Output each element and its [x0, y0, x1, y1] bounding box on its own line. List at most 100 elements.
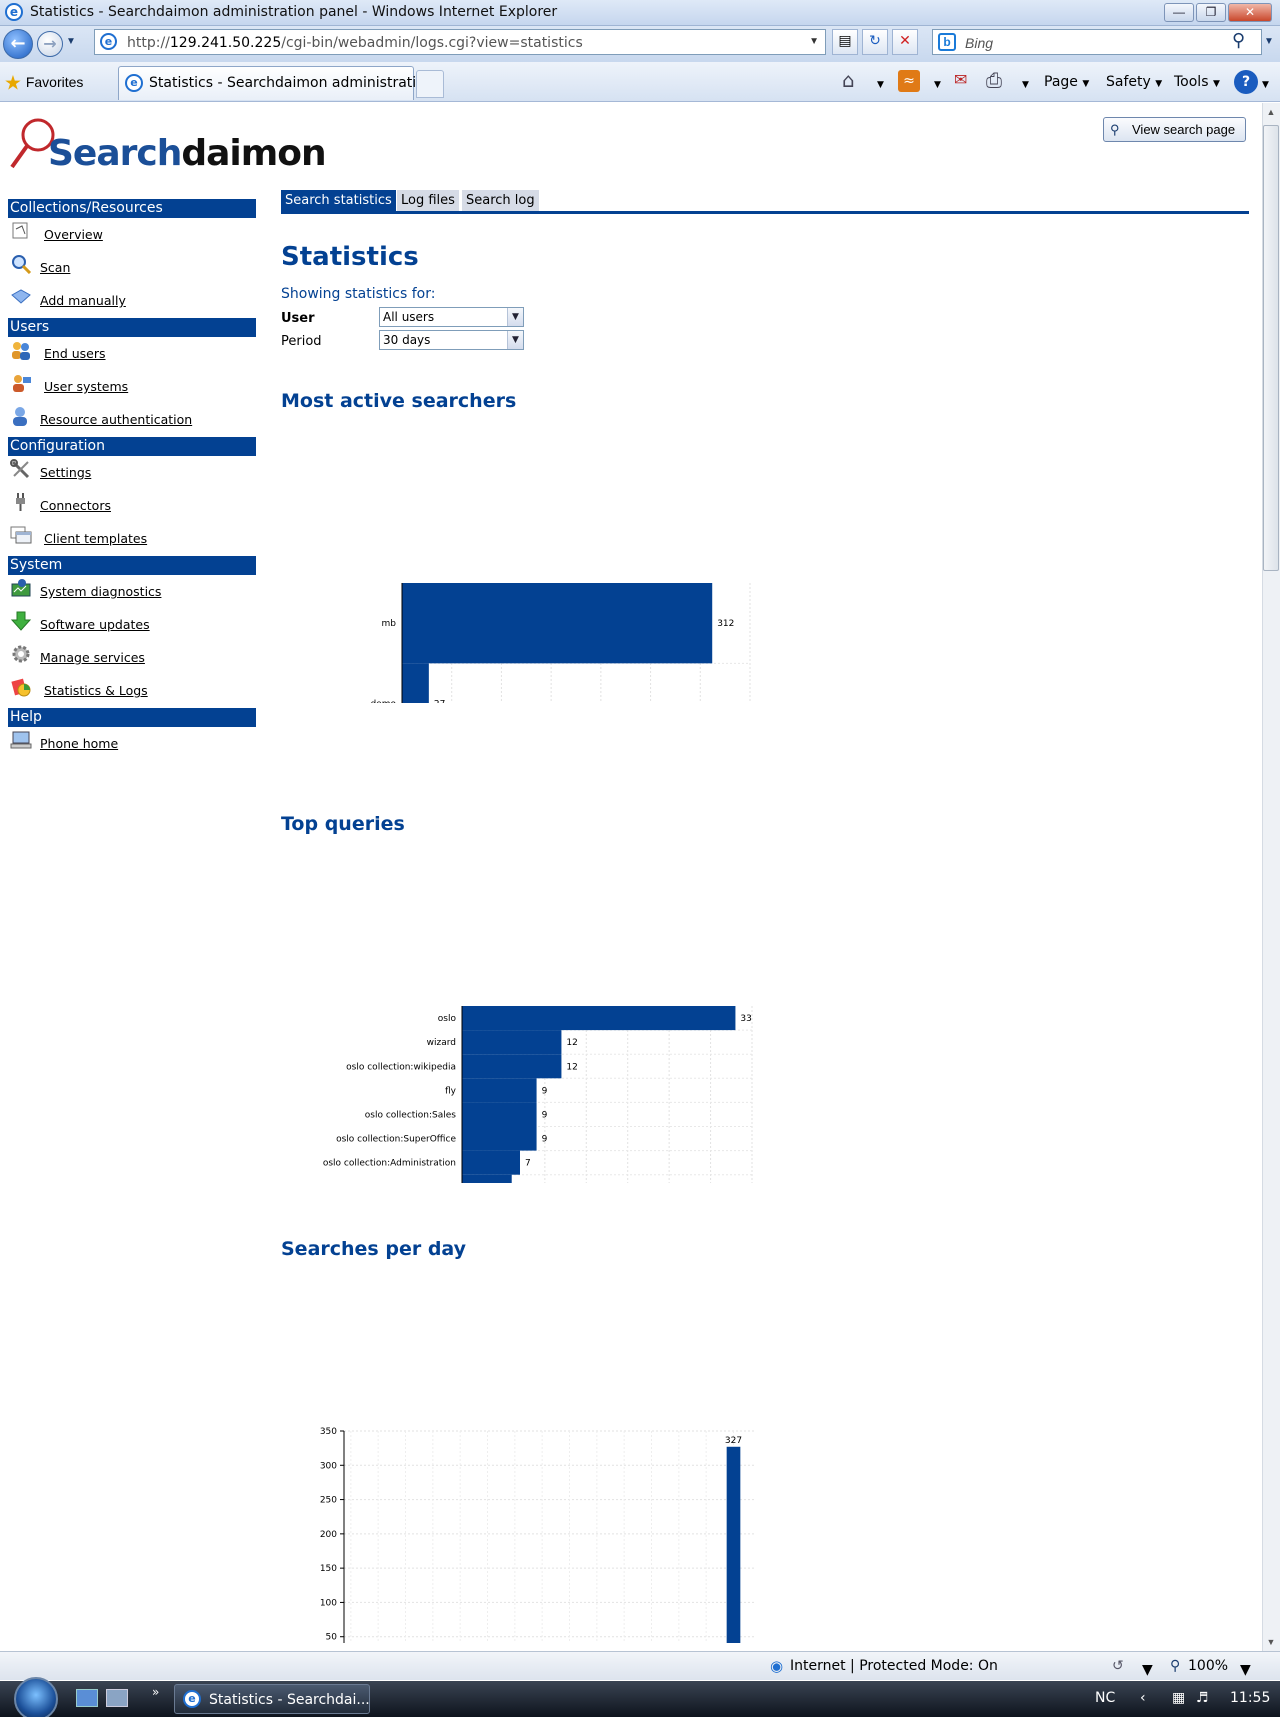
network-icon[interactable]: ▦ [1172, 1690, 1186, 1706]
searchers-chart: mb312demo27mg1050100150200250300350 [370, 583, 751, 704]
scroll-thumb[interactable] [1263, 125, 1279, 571]
tab-ie-icon: e [125, 74, 143, 92]
language-indicator[interactable]: NC [1095, 1690, 1116, 1706]
refresh-icon[interactable]: ↻ [862, 29, 888, 55]
compatibility-view-icon[interactable]: ▤ [832, 29, 858, 55]
search-box[interactable]: b Bing [932, 29, 1262, 55]
restore-button[interactable]: ❐ [1196, 3, 1226, 22]
showing-label: Showing statistics for: [281, 286, 436, 302]
sidebar-item-label: User systems [44, 379, 129, 394]
taskbar-ie-button[interactable]: e Statistics - Searchdai... [174, 1684, 370, 1714]
tab-log-files[interactable]: Log files [397, 190, 459, 212]
rss-feed-icon[interactable]: ≈ [898, 70, 920, 92]
stop-icon[interactable]: ✕ [892, 29, 918, 55]
chart-bar [402, 583, 713, 664]
show-desktop-icon[interactable] [76, 1689, 98, 1707]
data-label: 9 [542, 1135, 548, 1145]
search-icon[interactable]: ⚲ [1232, 30, 1246, 50]
sidebar-item-label: Scan [40, 260, 71, 275]
user-label: User [281, 311, 315, 326]
address-bar[interactable]: e http://129.241.50.225/cgi-bin/webadmin… [94, 29, 826, 55]
protected-mode-icon[interactable]: ↺ [1112, 1658, 1124, 1674]
sidebar-item-label: Settings [40, 465, 92, 480]
users-icon [12, 342, 30, 360]
sidebar-item-label: Client templates [44, 531, 148, 546]
quicklaunch-more[interactable]: » [152, 1685, 160, 1699]
security-zone[interactable]: Internet | Protected Mode: On [790, 1658, 998, 1674]
chart-bar [726, 1446, 741, 1643]
search-options-dropdown[interactable]: ▼ [1264, 36, 1274, 47]
category-label: demo [370, 700, 396, 704]
tab-search-statistics[interactable]: Search statistics [281, 190, 396, 212]
section-most-active-searchers: Most active searchers [281, 390, 517, 412]
star-icon: ★ [4, 72, 22, 95]
taskbar-ie-icon: e [183, 1690, 201, 1708]
ie-logo-icon: e [5, 3, 23, 21]
close-window-button[interactable]: ✕ [1228, 3, 1272, 22]
chart-bar [462, 1030, 562, 1055]
favorites-button[interactable]: ★ Favorites [4, 68, 83, 96]
volume-icon[interactable]: ♬ [1196, 1690, 1209, 1706]
home-icon[interactable]: ⌂ [842, 68, 855, 92]
print-dropdown[interactable]: ▼ [1022, 80, 1029, 90]
help-icon[interactable]: ? [1234, 70, 1258, 94]
sidebar-section-users: Users [8, 318, 256, 337]
browser-tab[interactable]: e Statistics - Searchdaimon administrati… [118, 66, 430, 100]
help-dropdown[interactable]: ▼ [1262, 80, 1269, 90]
data-label: 12 [566, 1038, 577, 1048]
window-titlebar: e Statistics - Searchdaimon administrati… [0, 0, 1280, 26]
taskbar: » e Statistics - Searchdai... NC ‹ ▦ ♬ 1… [0, 1677, 1280, 1717]
sidebar-item-label: Software updates [40, 617, 150, 632]
section-top-queries: Top queries [281, 813, 405, 835]
gear-icon [12, 645, 30, 663]
scroll-up-arrow[interactable]: ▲ [1266, 107, 1276, 117]
switch-windows-icon[interactable] [106, 1689, 128, 1707]
search-page-icon: ⚲ [1110, 122, 1120, 137]
scroll-down-arrow[interactable]: ▼ [1266, 1637, 1276, 1647]
print-icon[interactable]: ⎙ [986, 68, 1002, 92]
category-label: oslo collection:wikipedia [346, 1062, 456, 1072]
diamond-icon [11, 289, 31, 304]
favorites-bar: ★ Favorites e Statistics - Searchdaimon … [0, 62, 1280, 102]
forward-button[interactable]: → [37, 31, 63, 57]
page-ie-icon: e [100, 33, 117, 50]
clock[interactable]: 11:55 [1230, 1690, 1271, 1706]
zone-dropdown[interactable]: ▼ [1142, 1662, 1153, 1678]
sidebar-item-label: Connectors [40, 498, 111, 513]
searches-per-day-chart: 0Nov. 4.00Nov. 6.00Nov. 8.00Nov. 10.00No… [320, 1427, 754, 1643]
chart-bar [462, 1174, 512, 1183]
page-menu[interactable]: Page ▼ [1044, 74, 1090, 90]
view-search-page-button[interactable]: ⚲ View search page [1103, 117, 1246, 142]
tab-search-log[interactable]: Search log [462, 190, 539, 212]
back-button[interactable]: ← [3, 29, 33, 59]
new-tab-button[interactable] [416, 70, 444, 98]
sidebar-item-label: Resource authentication [40, 412, 193, 427]
tray-expand-icon[interactable]: ‹ [1140, 1690, 1146, 1706]
home-dropdown[interactable]: ▼ [877, 80, 884, 90]
tab-title: Statistics - Searchdaimon administrati..… [149, 75, 430, 91]
category-label: wizard [427, 1038, 456, 1048]
tools-menu[interactable]: Tools ▼ [1174, 74, 1220, 90]
start-button[interactable] [14, 1677, 58, 1717]
user-systems-icon [13, 375, 31, 392]
safety-menu[interactable]: Safety ▼ [1106, 74, 1163, 90]
tab-underline [281, 211, 1249, 214]
recent-pages-dropdown[interactable]: ▼ [66, 36, 76, 47]
feeds-dropdown[interactable]: ▼ [934, 80, 941, 90]
category-label: oslo [438, 1014, 457, 1024]
minimize-button[interactable]: — [1164, 3, 1194, 22]
zoom-dropdown[interactable]: ▼ [1240, 1662, 1251, 1678]
taskbar-button-label: Statistics - Searchdai... [209, 1692, 370, 1708]
category-label: oslo collection:SuperOffice [336, 1135, 456, 1145]
address-dropdown-icon[interactable]: ▼ [809, 36, 819, 47]
user-select[interactable]: All users ▼ [379, 307, 524, 327]
down-arrow-icon [10, 611, 32, 631]
period-select[interactable]: 30 days ▼ [379, 330, 524, 350]
read-mail-icon[interactable]: ✉ [954, 70, 968, 89]
top-queries-chart: oslo 33 wizard 12 oslo collection:wikipedia 1… [323, 1006, 753, 1183]
zoom-level[interactable]: 100% [1188, 1658, 1229, 1674]
page-content: Searchdaimon ⚲ View search page Collecti… [0, 103, 1262, 1651]
window-title: Statistics - Searchdaimon administration… [30, 4, 558, 20]
stats-icon [11, 678, 31, 697]
user-icon [13, 407, 27, 426]
